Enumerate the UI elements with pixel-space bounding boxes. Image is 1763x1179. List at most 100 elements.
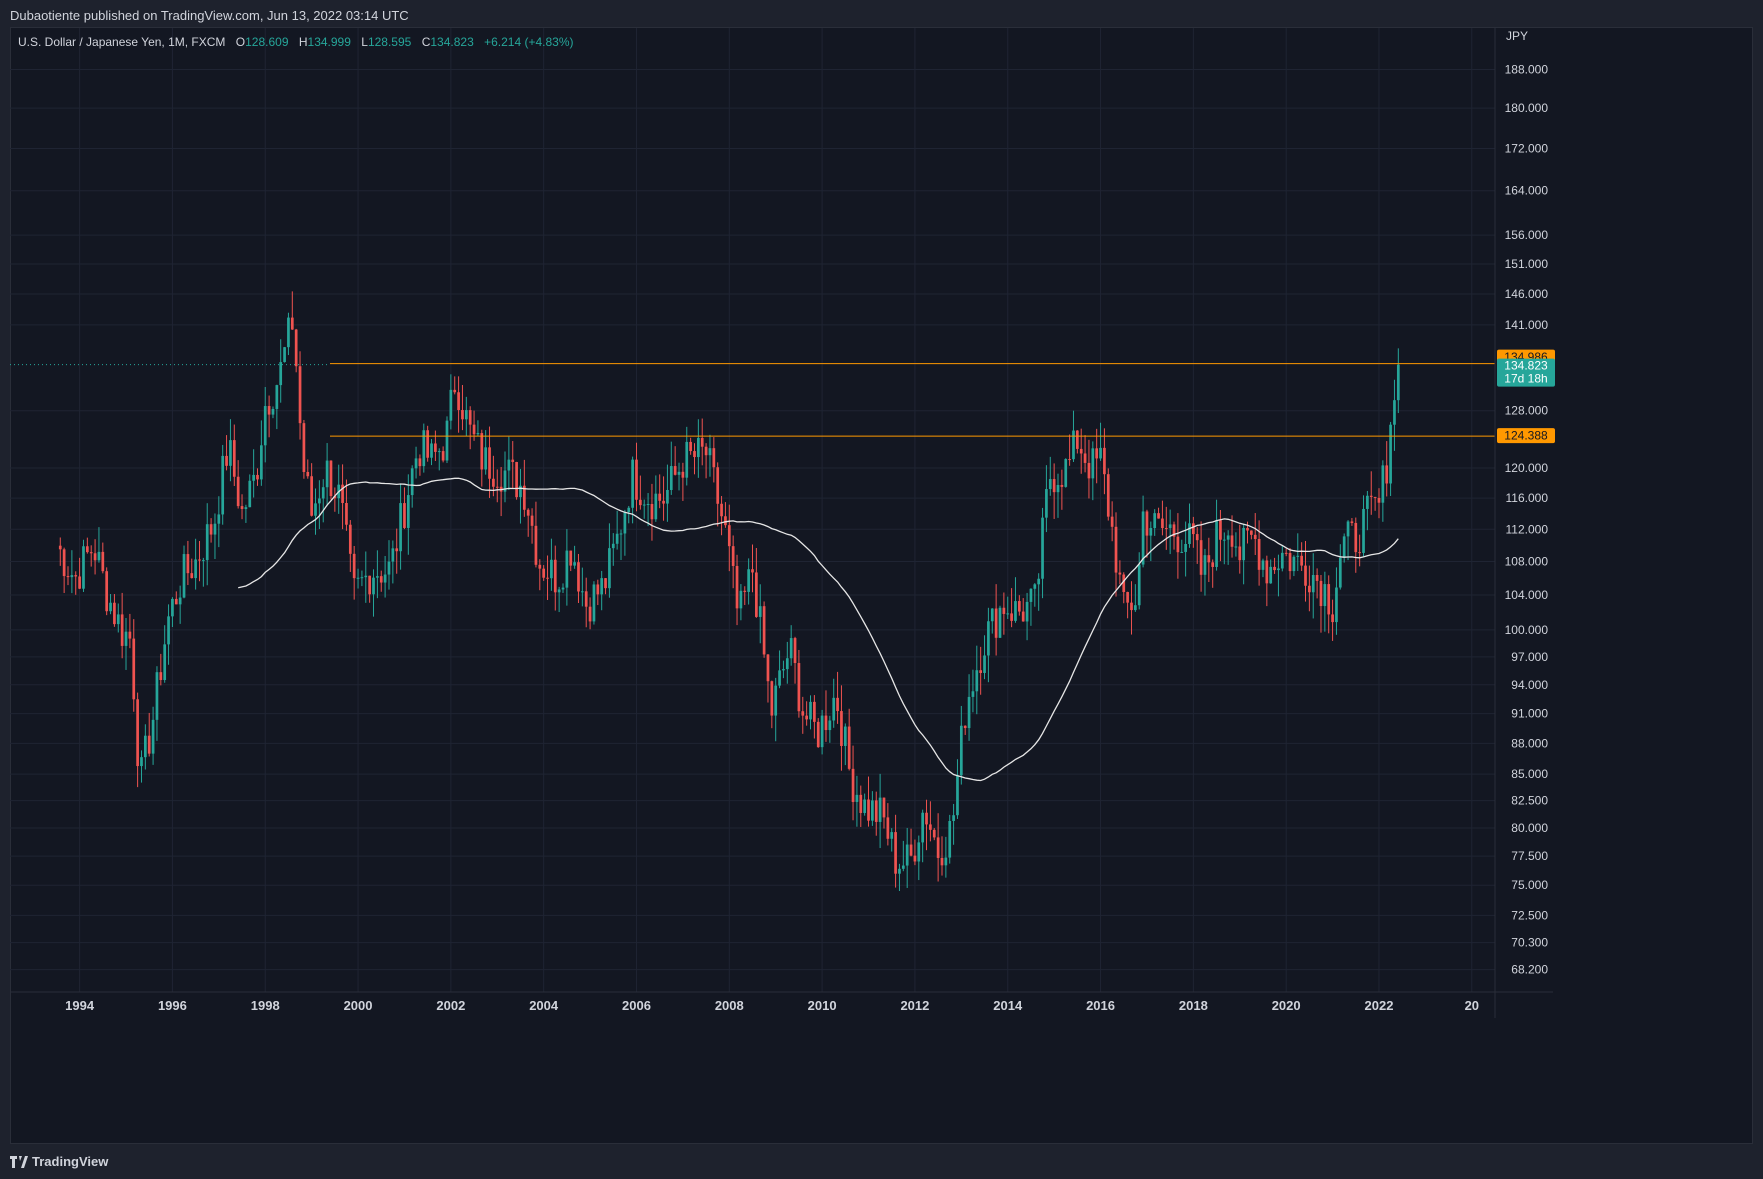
candle-body	[561, 587, 565, 590]
candle-body	[851, 768, 855, 802]
candle-body	[724, 516, 727, 526]
candle-body	[623, 512, 627, 534]
candle-body	[615, 533, 619, 544]
candle-body	[720, 503, 723, 517]
candle-body	[1064, 459, 1068, 487]
y-tick-label: 120.000	[1505, 461, 1549, 475]
candle-body	[642, 504, 646, 506]
candle-body	[1195, 534, 1199, 541]
candle-body	[658, 493, 662, 501]
y-tick-label: 88.000	[1511, 736, 1548, 750]
candle-body	[321, 487, 325, 499]
candle-body	[1230, 535, 1234, 547]
candle-body	[770, 681, 774, 716]
candle-body	[267, 406, 271, 415]
candle-body	[507, 459, 511, 471]
candle-body	[1017, 601, 1021, 612]
symbol-description: U.S. Dollar / Japanese Yen, 1M, FXCM	[18, 35, 226, 49]
candle-body	[1315, 574, 1319, 581]
y-tick-label: 91.000	[1511, 707, 1548, 721]
candle-body	[550, 559, 553, 579]
candle-body	[464, 410, 468, 420]
candle-body	[1068, 459, 1071, 461]
tradingview-logo-icon	[10, 1155, 28, 1168]
candle-body	[635, 459, 638, 500]
candle-body	[468, 410, 472, 425]
y-tick-label: 112.000	[1506, 522, 1549, 536]
candle-body	[1010, 613, 1013, 621]
candle-body	[824, 715, 828, 731]
candle-body	[1188, 523, 1191, 545]
candle-body	[302, 423, 306, 472]
candle-body	[1126, 592, 1129, 603]
candle-body	[256, 474, 259, 480]
candle-body	[461, 410, 464, 420]
x-tick-label: 2000	[344, 998, 373, 1013]
candle-body	[747, 569, 750, 592]
candle-body	[940, 857, 944, 866]
candle-body	[863, 799, 867, 813]
candle-body	[1292, 556, 1296, 572]
candle-body	[434, 443, 437, 452]
candle-body	[855, 794, 859, 802]
candle-body	[1075, 430, 1079, 449]
candle-body	[1122, 574, 1126, 593]
candle-body	[1246, 527, 1249, 531]
candle-body	[813, 701, 816, 722]
candle-body	[840, 711, 843, 746]
candle-body	[93, 553, 97, 561]
candle-body	[1048, 479, 1052, 490]
candle-body	[174, 598, 178, 605]
candle-body	[240, 506, 244, 509]
chart-pane[interactable]	[10, 27, 1753, 1144]
x-tick-label: 2018	[1179, 998, 1208, 1013]
candle-body	[689, 441, 692, 452]
candle-body	[967, 696, 971, 729]
candle-body	[847, 726, 851, 769]
y-tick-label: 108.000	[1505, 555, 1549, 569]
x-tick-label: 2016	[1086, 998, 1115, 1013]
y-tick-label: 85.000	[1511, 767, 1548, 781]
candle-body	[325, 460, 329, 488]
candle-body	[1207, 555, 1211, 563]
candle-body	[1257, 538, 1261, 570]
candle-body	[805, 715, 808, 720]
candle-body	[1184, 544, 1187, 552]
candle-body	[1006, 613, 1010, 615]
candle-body	[1377, 497, 1381, 503]
candle-body	[113, 602, 116, 625]
candle-body	[820, 715, 824, 748]
candle-body	[1025, 601, 1029, 622]
candle-body	[871, 800, 874, 821]
candle-body	[147, 735, 151, 754]
candle-body	[677, 471, 681, 475]
candle-body	[329, 460, 333, 497]
candle-body	[611, 543, 615, 549]
candle-body	[1002, 607, 1006, 614]
candle-body	[890, 832, 894, 839]
candle-body	[1277, 568, 1280, 571]
candle-body	[372, 577, 375, 595]
candle-body	[252, 474, 255, 481]
candle-body	[480, 433, 484, 470]
level-price-tag	[1497, 428, 1555, 444]
candle-body	[418, 458, 422, 467]
candle-body	[1153, 513, 1157, 529]
tradingview-logo[interactable]: TradingView	[10, 1154, 108, 1169]
candle-body	[352, 553, 356, 579]
grid	[10, 28, 1495, 992]
candle-body	[1238, 546, 1242, 561]
candle-body	[457, 392, 460, 411]
candle-body	[1095, 448, 1099, 459]
candle-body	[994, 608, 998, 638]
candle-body	[294, 329, 298, 367]
candle-body	[1273, 566, 1276, 571]
candle-body	[395, 548, 399, 552]
candle-body	[693, 451, 696, 458]
y-tick-label: 172.000	[1505, 141, 1549, 155]
axes: 188.000 180.000 172.000 164.000 156.000 151.0…	[10, 28, 1553, 1018]
candle-body	[843, 726, 847, 746]
candle-body	[557, 589, 561, 593]
